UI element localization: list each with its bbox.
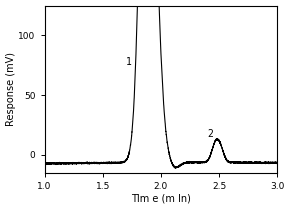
Y-axis label: Response (mV): Response (mV) xyxy=(6,52,16,126)
X-axis label: TIm e (m In): TIm e (m In) xyxy=(131,194,191,203)
Text: 1: 1 xyxy=(126,57,131,67)
Text: 2: 2 xyxy=(207,129,213,139)
